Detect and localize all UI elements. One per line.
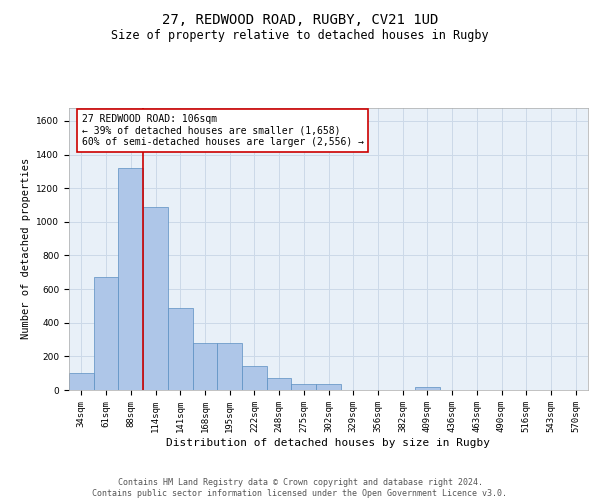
Bar [193,343,217,390]
Bar [94,278,118,390]
Bar [217,343,242,390]
Text: 27, REDWOOD ROAD, RUGBY, CV21 1UD: 27, REDWOOD ROAD, RUGBY, CV21 1UD [162,12,438,26]
Bar [415,386,440,390]
Text: 27 REDWOOD ROAD: 106sqm
← 39% of detached houses are smaller (1,658)
60% of semi: 27 REDWOOD ROAD: 106sqm ← 39% of detache… [82,114,364,148]
Bar [118,168,143,390]
Bar [69,373,94,390]
X-axis label: Distribution of detached houses by size in Rugby: Distribution of detached houses by size … [167,438,491,448]
Bar [267,378,292,390]
Bar [168,308,193,390]
Y-axis label: Number of detached properties: Number of detached properties [21,158,31,340]
Bar [143,206,168,390]
Bar [292,384,316,390]
Text: Contains HM Land Registry data © Crown copyright and database right 2024.
Contai: Contains HM Land Registry data © Crown c… [92,478,508,498]
Text: Size of property relative to detached houses in Rugby: Size of property relative to detached ho… [111,29,489,42]
Bar [316,384,341,390]
Bar [242,366,267,390]
